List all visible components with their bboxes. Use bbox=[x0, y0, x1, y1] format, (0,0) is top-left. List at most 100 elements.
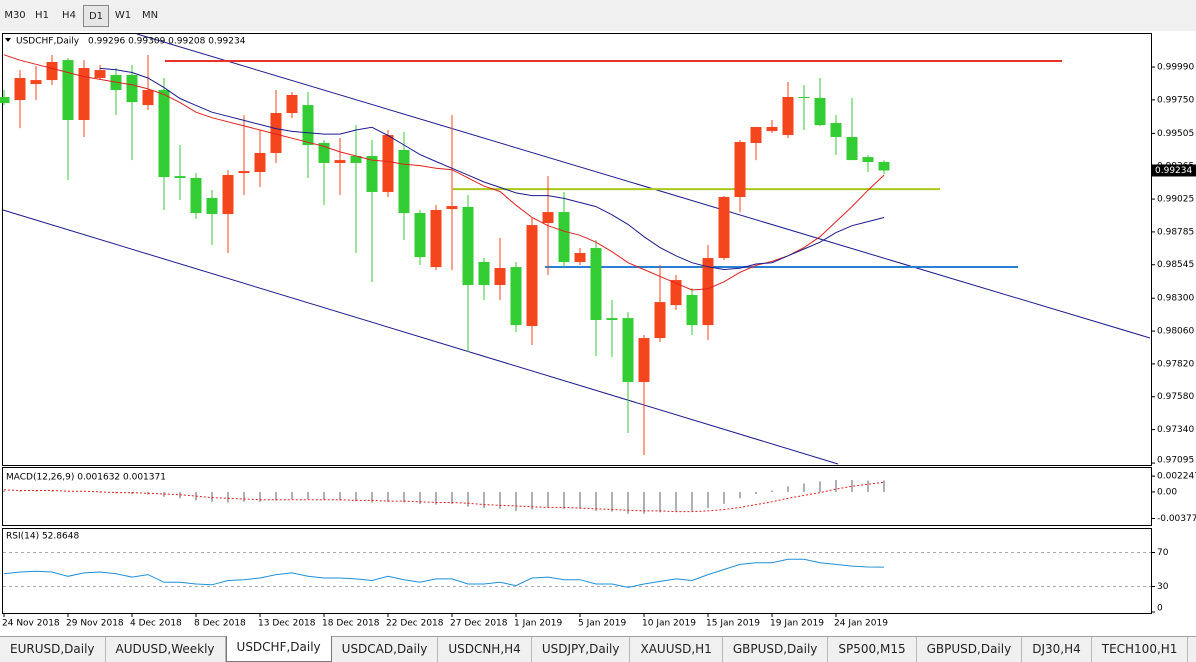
candle-body bbox=[62, 60, 74, 121]
y-tick-label: 0.97580 bbox=[1157, 392, 1194, 402]
candle-body bbox=[206, 197, 218, 214]
candle-body bbox=[782, 97, 794, 136]
y-tick-label: 0.002247 bbox=[1157, 472, 1196, 482]
candle-body bbox=[222, 174, 234, 214]
candle-body bbox=[638, 338, 650, 382]
chart-tab[interactable]: USDCNH,H4 bbox=[438, 637, 532, 662]
candle-body bbox=[302, 105, 314, 146]
candle-body bbox=[30, 80, 42, 85]
chart-tab[interactable]: TECH100,H1 bbox=[1092, 637, 1189, 662]
chart-tab[interactable]: DJ30,H4 bbox=[1022, 637, 1092, 662]
candle-body bbox=[462, 207, 474, 285]
x-tick-label: 8 Dec 2018 bbox=[194, 619, 246, 629]
x-tick-label: 13 Dec 2018 bbox=[258, 619, 316, 629]
candle-body bbox=[238, 171, 250, 174]
candle-body bbox=[878, 161, 890, 171]
y-tick-label: -0.003776 bbox=[1157, 514, 1196, 524]
candle-body bbox=[814, 97, 826, 126]
macd-pane bbox=[2, 467, 1152, 526]
candle-body bbox=[158, 90, 170, 178]
candle-body bbox=[734, 142, 746, 198]
candle-body bbox=[478, 261, 490, 285]
chart-tab[interactable]: GBPUSD,Daily bbox=[917, 637, 1023, 662]
y-tick-label: 0.99025 bbox=[1157, 195, 1194, 205]
y-tick-label: 70 bbox=[1157, 548, 1169, 558]
candle-body bbox=[366, 155, 378, 192]
candle-body bbox=[494, 268, 506, 285]
candle-body bbox=[14, 78, 26, 101]
y-tick-label: 0.99990 bbox=[1157, 63, 1194, 73]
y-tick-label: 0.99750 bbox=[1157, 95, 1194, 105]
chart-tab[interactable]: GBPUSD,Daily bbox=[723, 637, 829, 662]
price-pane bbox=[2, 33, 1152, 466]
chart-tab[interactable]: USDCHF,Daily bbox=[225, 636, 332, 662]
x-tick-label: 1 Jan 2019 bbox=[514, 619, 562, 629]
y-tick-label: 0.97095 bbox=[1157, 456, 1194, 466]
timeframe-button[interactable]: M30 bbox=[4, 10, 26, 21]
price-tag bbox=[1152, 164, 1196, 177]
macd-signal bbox=[3, 481, 885, 513]
candle-body bbox=[382, 135, 394, 192]
collapse-icon bbox=[5, 38, 11, 42]
x-tick-label: 4 Dec 2018 bbox=[130, 619, 182, 629]
chart-tab[interactable]: AUDUSD,Weekly bbox=[106, 637, 226, 662]
channel-upper bbox=[136, 33, 1151, 339]
ohlc-label: 0.99296 0.99309 0.99208 0.99234 bbox=[88, 37, 246, 47]
x-tick-label: 5 Jan 2019 bbox=[578, 619, 626, 629]
y-tick-label: 0.97340 bbox=[1157, 425, 1194, 435]
y-tick-label: 0.98060 bbox=[1157, 327, 1194, 337]
y-tick-label: 0.00 bbox=[1157, 487, 1177, 497]
candle-body bbox=[686, 294, 698, 326]
y-tick-label: 0.97820 bbox=[1157, 359, 1194, 369]
candle-body bbox=[718, 197, 730, 259]
candle-body bbox=[750, 126, 762, 143]
chart-tab[interactable]: XAUUSD,H1 bbox=[630, 637, 723, 662]
candle-body bbox=[318, 142, 330, 163]
candle-body bbox=[174, 176, 186, 179]
candle-body bbox=[78, 68, 90, 121]
x-tick-label: 29 Nov 2018 bbox=[66, 619, 124, 629]
candle-body bbox=[606, 318, 618, 320]
macd-title: MACD(12,26,9) 0.001632 0.001371 bbox=[6, 473, 166, 483]
candle-body bbox=[798, 97, 810, 99]
candle-body bbox=[398, 149, 410, 214]
timeframe-button[interactable]: H1 bbox=[35, 10, 49, 21]
candle-body bbox=[94, 70, 106, 79]
x-tick-label: 24 Jan 2019 bbox=[834, 619, 888, 629]
chart-tabs: EURUSD,Daily AUDUSD,Weekly USDCHF,Daily USD… bbox=[0, 636, 1196, 662]
y-tick-label: 0.98300 bbox=[1157, 294, 1194, 304]
candle-body bbox=[414, 213, 426, 258]
chart-tab[interactable]: USDCAD,Daily bbox=[332, 637, 439, 662]
rsi-line bbox=[3, 558, 885, 588]
candle-body bbox=[702, 258, 714, 326]
rsi-pane bbox=[2, 528, 1152, 614]
channel-lower bbox=[2, 209, 839, 465]
x-tick-label: 10 Jan 2019 bbox=[642, 619, 696, 629]
candle-body bbox=[46, 62, 58, 81]
chart-tab[interactable]: EURUSD,Daily bbox=[0, 637, 106, 662]
candle-body bbox=[574, 252, 586, 262]
chart-background bbox=[0, 31, 1196, 636]
x-tick-label: 24 Nov 2018 bbox=[2, 619, 60, 629]
timeframe-button[interactable]: MN bbox=[141, 10, 159, 21]
candle-body bbox=[0, 97, 10, 104]
timeframe-button[interactable]: W1 bbox=[114, 10, 132, 21]
x-tick-label: 22 Dec 2018 bbox=[386, 619, 444, 629]
candle-body bbox=[766, 126, 778, 132]
candle-body bbox=[270, 113, 282, 153]
timeframe-toolbar: M30 H1 H4 D1 W1 MN bbox=[0, 0, 1196, 31]
chart-tab[interactable]: SP500,M15 bbox=[828, 637, 917, 662]
candle-body bbox=[670, 280, 682, 306]
timeframe-button[interactable]: D1 bbox=[83, 5, 109, 27]
rsi-title: RSI(14) 52.8648 bbox=[6, 532, 79, 542]
chart-tab[interactable]: USDJPY,Daily bbox=[532, 637, 631, 662]
candle-body bbox=[286, 94, 298, 114]
candle-body bbox=[830, 123, 842, 137]
candle-body bbox=[254, 152, 266, 172]
candle-body bbox=[862, 157, 874, 162]
timeframe-button[interactable]: H4 bbox=[62, 10, 76, 21]
candle-body bbox=[542, 212, 554, 224]
chart-area: USDCHF,Daily 0.99296 0.99309 0.99208 0.9… bbox=[0, 31, 1196, 636]
symbol-label: USDCHF,Daily bbox=[16, 37, 80, 47]
price-tag-label: 0.99234 bbox=[1155, 166, 1192, 176]
